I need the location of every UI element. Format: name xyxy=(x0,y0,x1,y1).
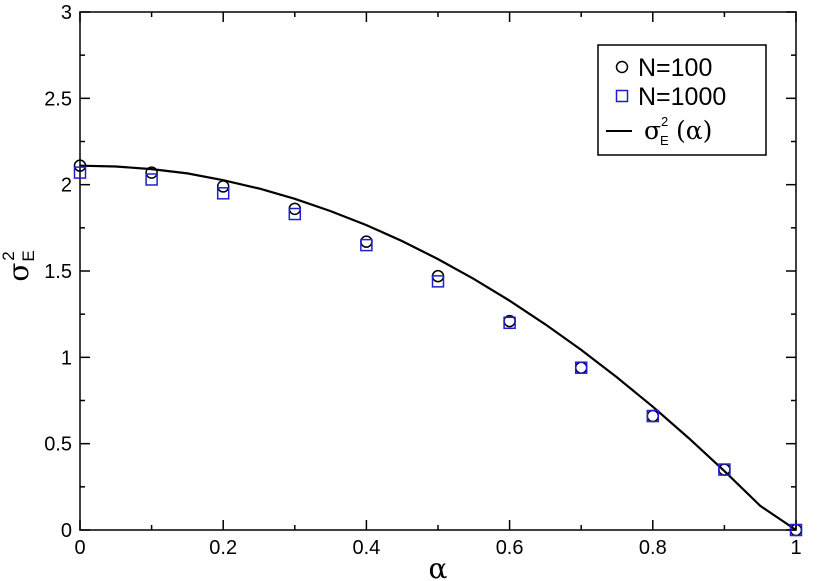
point-n1000 xyxy=(718,463,731,476)
point-n100 xyxy=(574,361,588,374)
y-tick-label: 0 xyxy=(61,520,72,542)
point-n1000 xyxy=(216,187,230,200)
point-n1000 xyxy=(73,166,87,179)
point-n100 xyxy=(360,235,373,248)
y-tick-label: 2.5 xyxy=(44,88,72,110)
point-n1000 xyxy=(646,409,660,423)
x-tick-label: 0 xyxy=(74,537,85,559)
point-n1000 xyxy=(360,238,373,252)
legend-label-curve-sup: 2 xyxy=(661,114,668,129)
y-axis-label-sub: E xyxy=(19,250,38,261)
legend-marker-n1000 xyxy=(615,89,629,103)
point-n100 xyxy=(646,409,660,423)
y-axis-label-sup: 2 xyxy=(0,251,18,260)
legend-label-curve-base: σ xyxy=(644,116,661,145)
y-tick-label: 0.5 xyxy=(44,434,72,456)
point-n1000 xyxy=(431,275,445,288)
y-tick-label: 2 xyxy=(61,175,72,197)
y-axis-label-base: σ xyxy=(2,262,35,281)
point-n100 xyxy=(73,159,87,172)
x-tick-label: 0.8 xyxy=(639,537,667,559)
x-tick-label: 0.2 xyxy=(209,537,237,559)
legend-marker-n100 xyxy=(615,60,629,74)
x-axis-label: α xyxy=(429,552,448,581)
point-n1000 xyxy=(789,523,803,537)
x-tick-label: 0.4 xyxy=(352,537,380,559)
y-axis-ticks: 0 0.5 1 1.5 2 2.5 3 xyxy=(44,2,796,542)
point-n1000 xyxy=(288,207,302,221)
y-tick-label: 3 xyxy=(61,2,72,24)
legend-label-n100: N=100 xyxy=(638,54,712,82)
point-n100 xyxy=(718,463,731,476)
y-tick-label: 1 xyxy=(61,347,72,369)
point-n1000 xyxy=(574,361,588,374)
point-n100 xyxy=(145,166,158,179)
y-axis-label: σ 2 E xyxy=(0,250,38,281)
theory-curve-layer xyxy=(79,164,797,531)
legend-label-curve-sub: E xyxy=(660,133,669,148)
y-tick-label: 1.5 xyxy=(44,261,72,283)
data-points-layer xyxy=(73,159,803,537)
legend-label-n1000: N=1000 xyxy=(638,83,726,111)
legend: N=100 N=1000 σ 2 E (α) xyxy=(597,44,767,156)
x-tick-label: 0.6 xyxy=(496,537,524,559)
point-n1000 xyxy=(145,173,158,186)
theory-curve xyxy=(79,164,797,531)
point-n1000 xyxy=(503,316,516,330)
x-tick-label: 1 xyxy=(790,537,801,559)
point-n100 xyxy=(216,180,230,193)
legend-label-curve-suffix: (α) xyxy=(676,116,712,145)
x-axis-ticks: 0 0.2 0.4 0.6 0.8 1 xyxy=(74,12,802,559)
